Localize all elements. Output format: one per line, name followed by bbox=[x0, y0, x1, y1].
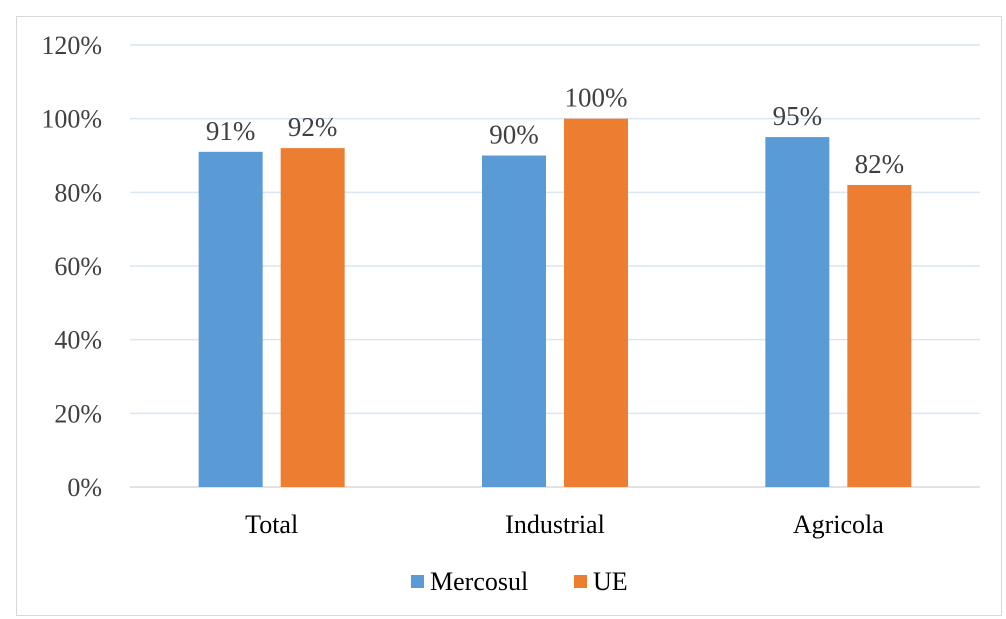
x-category-label: Industrial bbox=[505, 510, 605, 539]
y-tick-label: 120% bbox=[41, 31, 102, 60]
bar-mercosul-industrial bbox=[482, 155, 546, 487]
data-label: 100% bbox=[565, 83, 628, 113]
bar-ue-industrial bbox=[564, 118, 628, 488]
y-tick-label: 20% bbox=[54, 399, 102, 428]
data-label: 90% bbox=[489, 120, 539, 150]
data-label: 95% bbox=[773, 101, 823, 131]
data-label: 92% bbox=[288, 112, 338, 142]
y-tick-label: 80% bbox=[54, 178, 102, 207]
bar-mercosul-agricola bbox=[765, 137, 830, 488]
x-category-label: Agricola bbox=[793, 510, 884, 539]
bar-ue-agricola bbox=[847, 184, 912, 487]
bar-ue-total bbox=[280, 148, 345, 487]
y-tick-label: 0% bbox=[67, 473, 102, 502]
bars bbox=[198, 118, 912, 488]
bar-mercosul-total bbox=[198, 151, 263, 488]
y-tick-label: 60% bbox=[54, 252, 102, 281]
legend-label-mercosul: Mercosul bbox=[430, 567, 528, 596]
legend-swatch-ue bbox=[574, 575, 587, 588]
legend-swatch-mercosul bbox=[411, 575, 424, 588]
data-label: 91% bbox=[206, 116, 256, 146]
gridlines bbox=[130, 44, 980, 488]
y-tick-label: 100% bbox=[41, 105, 102, 134]
data-labels: 91% 92% 90% 100% 95% 82% bbox=[206, 83, 904, 179]
y-axis-ticks: 0% 20% 40% 60% 80% 100% 120% bbox=[41, 31, 102, 502]
data-label: 82% bbox=[855, 149, 905, 179]
x-category-label: Total bbox=[245, 510, 298, 539]
x-axis-categories: Total Industrial Agricola bbox=[245, 510, 884, 539]
legend-label-ue: UE bbox=[593, 567, 628, 596]
legend: Mercosul UE bbox=[411, 567, 628, 596]
y-tick-label: 40% bbox=[54, 326, 102, 355]
